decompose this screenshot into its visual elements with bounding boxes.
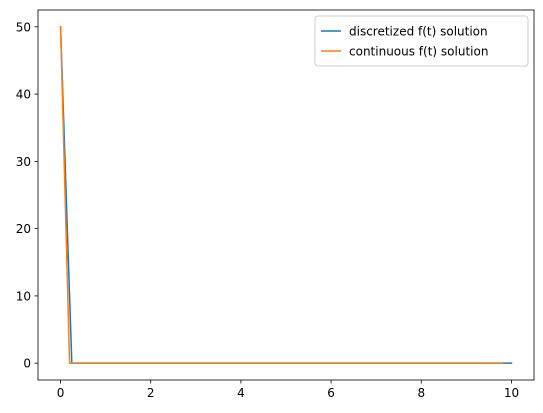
y-tick-label: 30 <box>16 155 31 169</box>
series-line-1 <box>59 26 504 364</box>
x-tick-label: 0 <box>57 386 65 400</box>
legend-label: continuous f(t) solution <box>349 45 488 59</box>
x-axis-ticks: 0 2 4 6 8 10 <box>57 380 519 400</box>
y-tick-label: 0 <box>23 357 31 371</box>
y-tick-label: 50 <box>16 20 31 34</box>
y-tick-label: 40 <box>16 88 31 102</box>
y-tick-label: 20 <box>16 222 31 236</box>
legend: discretized f(t) solution continuous f(t)… <box>314 15 529 67</box>
y-axis-ticks: 0 10 20 30 40 50 <box>16 20 38 371</box>
x-tick-label: 10 <box>504 386 519 400</box>
x-tick-label: 8 <box>417 386 425 400</box>
y-tick-label: 10 <box>16 289 31 303</box>
legend-label: discretized f(t) solution <box>349 25 488 39</box>
x-tick-label: 2 <box>147 386 155 400</box>
x-tick-label: 6 <box>327 386 335 400</box>
plot-lines <box>59 26 513 364</box>
plot-frame <box>37 9 535 381</box>
x-tick-label: 4 <box>237 386 245 400</box>
legend-box <box>314 15 529 67</box>
